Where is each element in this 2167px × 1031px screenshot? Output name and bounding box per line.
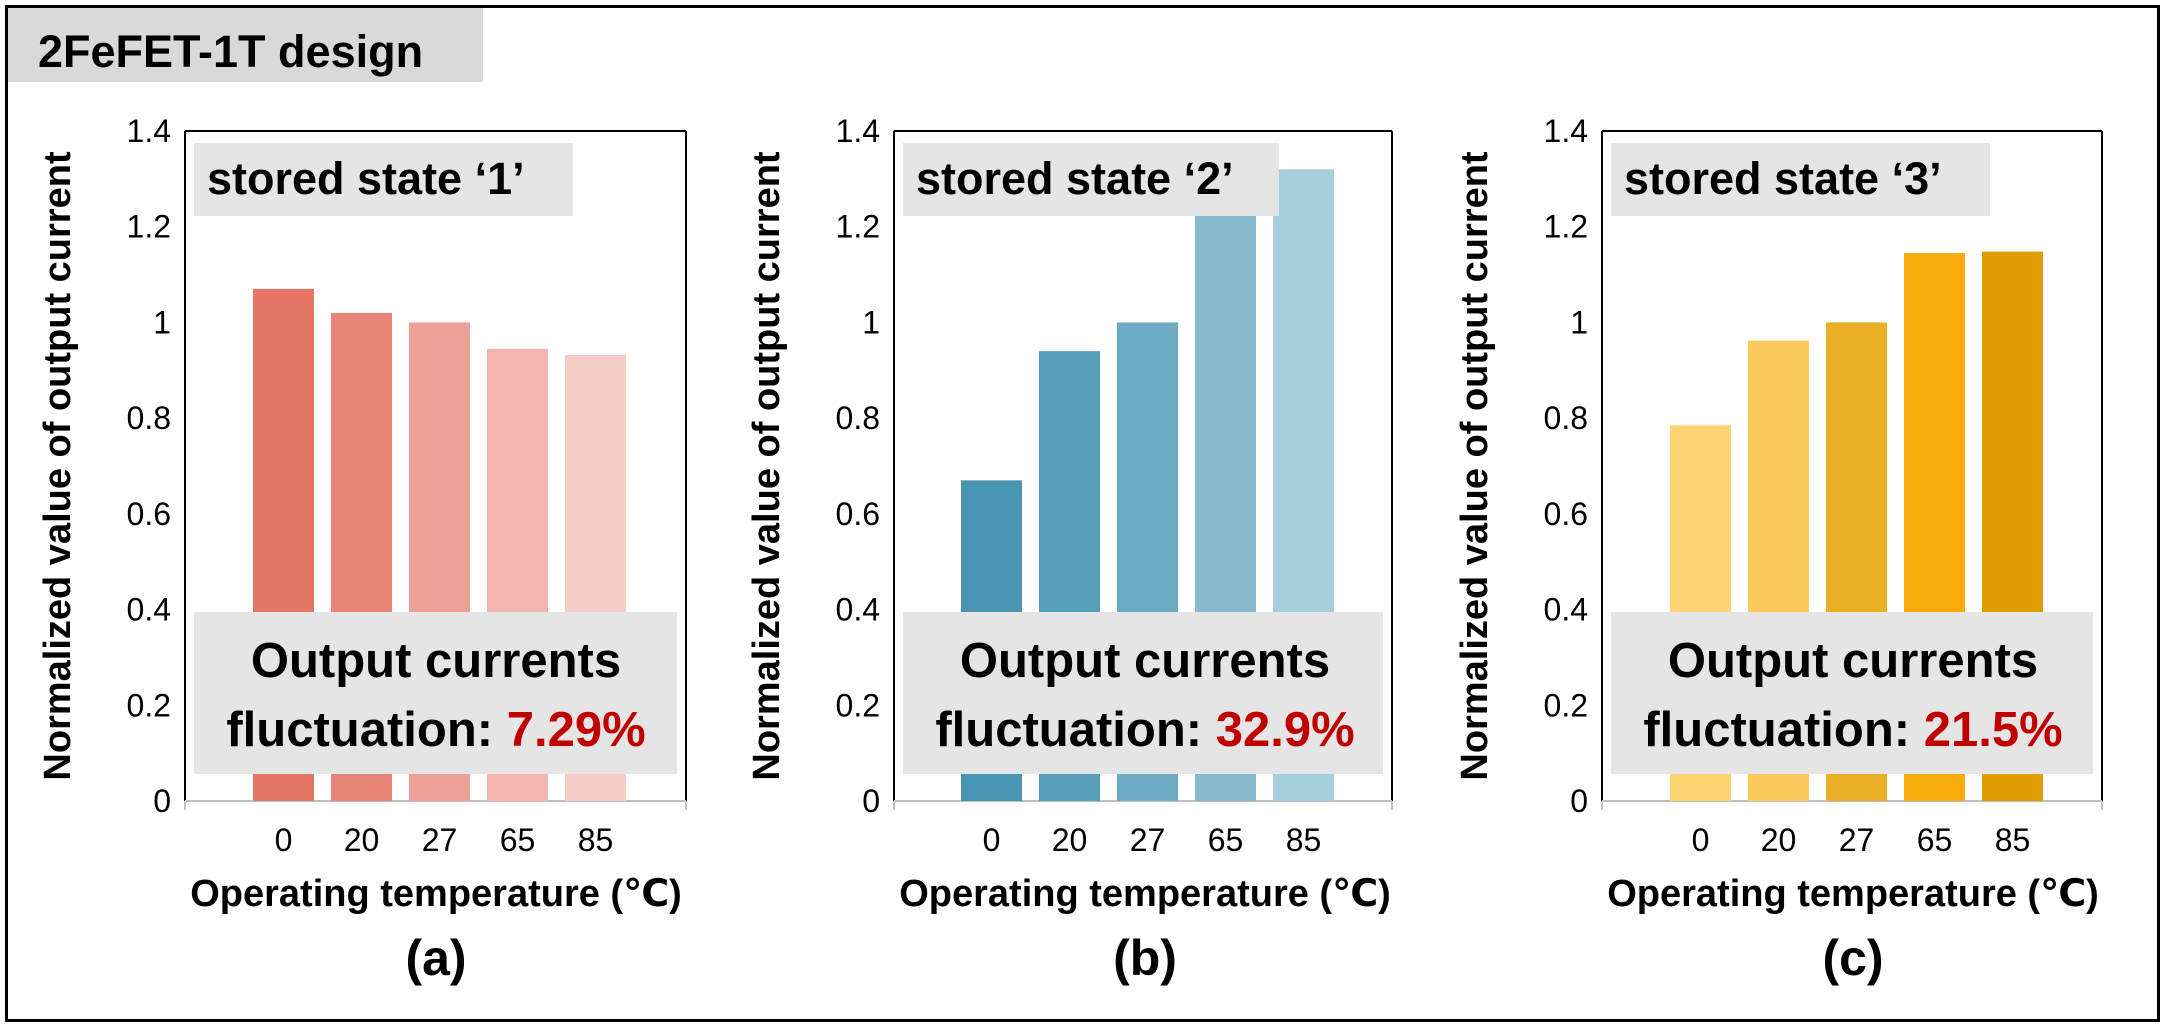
fluctuation-box (1611, 612, 2093, 774)
x-tick-label: 85 (1995, 822, 2031, 858)
x-tick-label: 65 (500, 822, 536, 858)
panel-label: (b) (1113, 930, 1177, 986)
y-tick-label: 0 (862, 783, 880, 819)
state-label-box (1611, 143, 1990, 216)
state-label: stored state ‘2’ (916, 153, 1234, 204)
y-tick-label: 1.4 (1544, 113, 1588, 149)
x-axis-title: Operating temperature (℃) (190, 873, 682, 915)
y-tick-label: 1.4 (127, 113, 171, 149)
fluctuation-prefix: fluctuation: (226, 703, 506, 757)
x-tick-label: 20 (344, 822, 380, 858)
y-axis-title: Normalized value of output current (746, 151, 788, 781)
state-label: stored state ‘3’ (1624, 153, 1942, 204)
x-tick-label: 85 (578, 822, 614, 858)
fluctuation-value: 7.29% (507, 703, 646, 757)
x-axis-title: Operating temperature (℃) (1607, 873, 2099, 915)
state-label-box (903, 143, 1279, 216)
y-tick-label: 0.2 (1544, 687, 1588, 723)
y-tick-label: 0.2 (836, 687, 880, 723)
x-tick-label: 20 (1761, 822, 1797, 858)
x-tick-label: 65 (1208, 822, 1244, 858)
fluctuation-prefix: fluctuation: (935, 703, 1215, 757)
chart-panel-1: 0 0.2 0.4 0.6 0.8 1 1.2 1.4 0 20 27 65 85 stored stat… (37, 113, 687, 986)
y-tick-label: 0.8 (1544, 400, 1588, 436)
y-tick-label: 0.6 (1544, 496, 1588, 532)
fluctuation-value: 21.5% (1924, 703, 2063, 757)
y-tick-label: 1 (153, 304, 171, 340)
fluctuation-line1: Output currents (251, 634, 621, 688)
x-tick-label: 0 (983, 822, 1001, 858)
y-tick-label: 0 (1570, 783, 1588, 819)
fluctuation-box (903, 612, 1383, 774)
y-tick-label: 0.8 (836, 400, 880, 436)
fluctuation-line2: fluctuation: 21.5% (1643, 703, 2062, 757)
x-axis-title: Operating temperature (℃) (899, 873, 1391, 915)
chart-panel-2: 0 0.2 0.4 0.6 0.8 1 1.2 1.4 0 20 27 65 85 stored stat… (746, 113, 1393, 986)
y-tick-label: 0 (153, 783, 171, 819)
y-tick-label: 0.4 (1544, 592, 1588, 628)
y-tick-label: 1.2 (127, 209, 171, 245)
y-axis-title: Normalized value of output current (1454, 151, 1496, 781)
x-tick-label: 0 (1692, 822, 1710, 858)
y-tick-label: 0.4 (836, 592, 880, 628)
y-tick-label: 1 (1570, 304, 1588, 340)
chart-panel-3: 0 0.2 0.4 0.6 0.8 1 1.2 1.4 0 20 27 65 85 stored stat… (1454, 113, 2103, 986)
fluctuation-prefix: fluctuation: (1643, 703, 1923, 757)
figure-frame (5, 5, 2160, 1022)
fluctuation-line1: Output currents (960, 634, 1330, 688)
panel-label: (c) (1822, 930, 1883, 986)
y-tick-label: 1.2 (1544, 209, 1588, 245)
y-tick-label: 1.2 (836, 209, 880, 245)
x-tick-label: 27 (422, 822, 458, 858)
x-tick-label: 85 (1286, 822, 1322, 858)
state-label-box (194, 143, 573, 216)
fluctuation-value: 32.9% (1216, 703, 1355, 757)
fluctuation-line1: Output currents (1668, 634, 2038, 688)
fluctuation-line2: fluctuation: 32.9% (935, 703, 1354, 757)
y-tick-label: 1 (862, 304, 880, 340)
y-tick-label: 0.6 (836, 496, 880, 532)
x-tick-label: 65 (1917, 822, 1953, 858)
figure-title-box: 2FeFET-1T design (8, 8, 483, 82)
panel-label: (a) (405, 930, 466, 986)
y-tick-label: 0.4 (127, 592, 171, 628)
y-tick-label: 1.4 (836, 113, 880, 149)
y-tick-label: 0.2 (127, 687, 171, 723)
x-tick-label: 27 (1130, 822, 1166, 858)
y-tick-label: 0.8 (127, 400, 171, 436)
y-tick-label: 0.6 (127, 496, 171, 532)
x-tick-label: 20 (1052, 822, 1088, 858)
y-axis-title: Normalized value of output current (37, 151, 79, 781)
state-label: stored state ‘1’ (207, 153, 525, 204)
fluctuation-line2: fluctuation: 7.29% (226, 703, 645, 757)
x-tick-label: 27 (1839, 822, 1875, 858)
x-tick-label: 0 (275, 822, 293, 858)
fluctuation-box (194, 612, 677, 774)
figure-title: 2FeFET-1T design (38, 26, 424, 77)
